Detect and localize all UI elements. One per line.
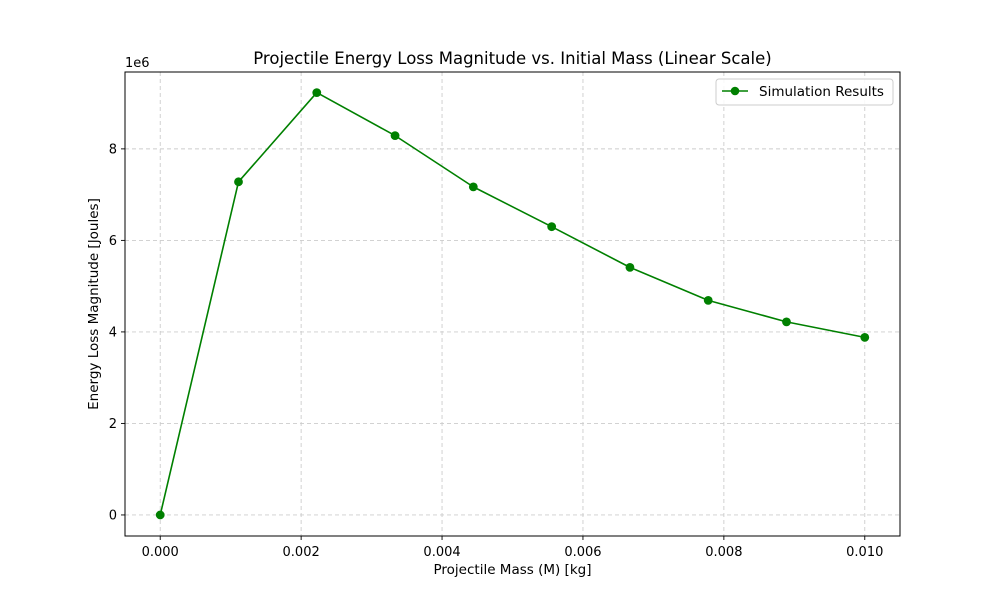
data-point [468, 182, 478, 192]
x-axis-label: Projectile Mass (M) [kg] [434, 562, 592, 578]
y-tick-label: 4 [109, 325, 117, 340]
x-tick-label: 0.010 [846, 545, 883, 560]
data-point [703, 295, 713, 305]
data-point [390, 131, 400, 141]
x-tick-label: 0.004 [423, 545, 460, 560]
x-tick-label: 0.008 [705, 545, 742, 560]
legend: Simulation Results [715, 78, 894, 106]
data-point [782, 317, 791, 327]
data-point [234, 177, 243, 187]
data-point [155, 510, 165, 520]
y-tick-label: 2 [109, 417, 117, 432]
series-line [159, 91, 865, 516]
x-tick-label: 0.000 [142, 545, 179, 560]
y-tick-label: 0 [109, 508, 117, 523]
y-tick-label: 6 [109, 234, 117, 249]
plot-area-frame [124, 71, 901, 537]
legend-label: Simulation Results [759, 84, 884, 100]
x-tick-label: 0.002 [283, 545, 320, 560]
tick-layer: 0.000 0.002 0.004 0.006 0.008 0.010 0 2 4 6 8 [109, 142, 884, 560]
y-offset-label: 1e6 [125, 56, 150, 71]
legend-box [715, 78, 894, 106]
data-point [312, 88, 322, 97]
legend-marker-swatch [730, 86, 740, 96]
data-point [547, 222, 557, 232]
data-layer [155, 88, 870, 520]
chart-title: Projectile Energy Loss Magnitude vs. Ini… [253, 49, 771, 68]
grid-layer [125, 72, 900, 536]
data-point [860, 333, 870, 342]
x-tick-label: 0.006 [564, 545, 601, 560]
y-axis-label: Energy Loss Magnitude [Joules] [86, 198, 102, 410]
y-tick-label: 8 [109, 142, 117, 157]
data-point [625, 262, 635, 272]
